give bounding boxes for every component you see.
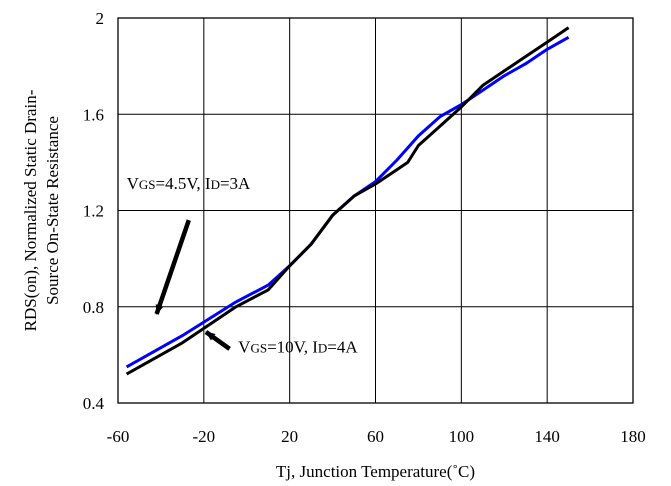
grid-lines	[118, 18, 633, 403]
y-axis-title-line2: Source On-State Resistance	[43, 116, 62, 305]
y-tick-label: 0.4	[83, 394, 105, 413]
x-tick-labels: -60 -20 20 60 100 140 180	[107, 427, 646, 446]
series-line-2	[125, 26, 570, 376]
x-tick-label: 60	[367, 427, 384, 446]
y-tick-label: 1.2	[83, 202, 104, 221]
plot-area	[117, 17, 634, 404]
series-line-1	[125, 35, 570, 369]
series-layer	[125, 26, 570, 376]
x-tick-label: -20	[192, 427, 215, 446]
y-tick-label: 2	[96, 9, 105, 28]
annotation-arrow-1	[154, 219, 191, 315]
y-tick-labels: 0.4 0.8 1.2 1.6 2	[83, 9, 105, 413]
annotation-arrow-2	[204, 330, 231, 351]
y-tick-label: 0.8	[83, 298, 104, 317]
annotation-label-1: VGS=4.5V, ID=3A	[127, 174, 251, 193]
y-axis-title-line1: RDS(on), Normalized Static Drain-	[21, 89, 40, 331]
annotation-label-2: VGS=10V, ID=4A	[238, 337, 358, 356]
x-tick-label: 20	[281, 427, 298, 446]
y-tick-label: 1.6	[83, 105, 104, 124]
x-tick-label: 140	[534, 427, 560, 446]
x-tick-label: 100	[449, 427, 475, 446]
x-axis-title: Tj, Junction Temperature(˚C)	[276, 462, 475, 481]
annotations: VGS=4.5V, ID=3A VGS=10V, ID=4A	[127, 174, 359, 357]
x-tick-label: 180	[620, 427, 646, 446]
y-axis-title: RDS(on), Normalized Static Drain- Source…	[21, 89, 62, 331]
x-tick-label: -60	[107, 427, 130, 446]
